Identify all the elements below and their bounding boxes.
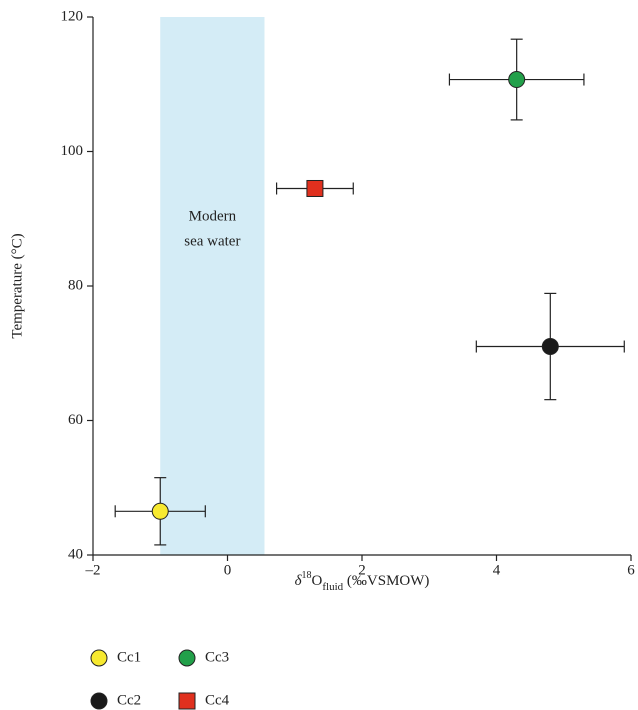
x-tick-label: 0 — [224, 562, 232, 578]
x-tick-label: 6 — [627, 562, 635, 578]
point — [508, 71, 526, 89]
legend-marker — [90, 649, 108, 667]
legend-label: Cc4 — [205, 692, 230, 708]
y-tick-label: 40 — [68, 546, 83, 562]
point — [151, 502, 169, 520]
legend-label: Cc3 — [205, 649, 229, 665]
y-tick-label: 100 — [61, 143, 84, 159]
legend-label: Cc1 — [117, 649, 141, 665]
x-tick-label: –2 — [85, 562, 101, 578]
band-label: sea water — [184, 233, 240, 249]
point — [541, 338, 559, 356]
y-tick-label: 60 — [68, 412, 83, 428]
point — [306, 179, 324, 197]
x-label-part: 18 — [302, 570, 312, 581]
y-tick-label: 80 — [68, 277, 83, 293]
x-label-part: fluid — [322, 581, 343, 593]
sea-water-band — [160, 17, 265, 555]
legend-label: Cc2 — [117, 692, 141, 708]
legend-marker — [90, 692, 108, 710]
x-tick-label: 2 — [358, 562, 366, 578]
x-label-part: (‰VSMOW) — [343, 573, 429, 589]
y-axis-label: Temperature (°C) — [9, 233, 25, 338]
x-label-part: O — [312, 573, 323, 589]
legend-marker — [178, 649, 196, 667]
y-tick-label: 120 — [61, 8, 84, 24]
x-axis-label: δ18Ofluid (‰VSMOW) — [295, 570, 430, 592]
x-tick-label: 4 — [493, 562, 501, 578]
x-label-part: δ — [295, 573, 303, 589]
band-label: Modern — [189, 208, 237, 224]
legend-marker — [178, 692, 196, 710]
